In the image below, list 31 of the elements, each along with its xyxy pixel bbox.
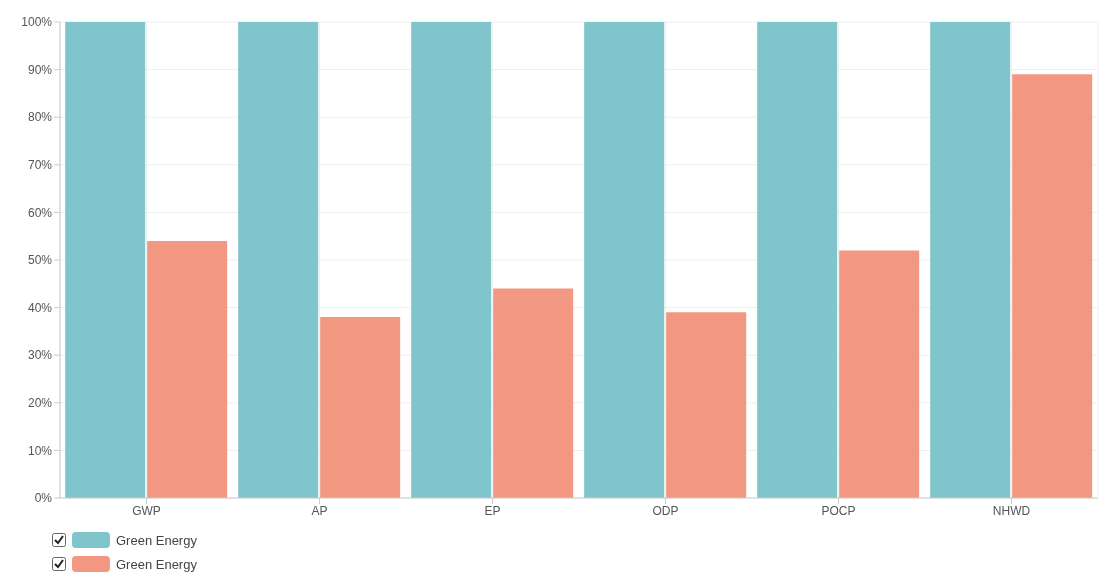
x-tick-label: POCP <box>821 503 856 518</box>
bar <box>238 22 319 498</box>
x-tick-label: NHWD <box>992 503 1031 518</box>
y-tick-label: 30% <box>27 348 53 363</box>
y-tick-label: 20% <box>27 396 53 411</box>
y-tick-label: 70% <box>27 158 53 173</box>
x-tick-label: AP <box>311 503 328 518</box>
x-tick-label: EP <box>484 503 501 518</box>
bar <box>147 240 228 498</box>
y-tick-label: 60% <box>27 205 53 220</box>
legend-label: Green Energy <box>116 556 197 572</box>
x-tick-label: ODP <box>652 503 679 518</box>
bar <box>411 22 492 498</box>
bar <box>839 250 920 498</box>
bar <box>757 22 838 498</box>
y-tick-label: 90% <box>27 62 53 77</box>
legend-label: Green Energy <box>116 532 197 548</box>
bar <box>320 317 401 498</box>
y-tick-label: 10% <box>27 443 53 458</box>
y-tick-label: 50% <box>27 253 53 268</box>
bar <box>65 22 146 498</box>
bar <box>584 22 665 498</box>
x-tick-label: GWP <box>132 503 161 518</box>
bar <box>1012 74 1093 498</box>
y-tick-label: 80% <box>27 110 53 125</box>
y-tick-label: 100% <box>21 15 53 30</box>
bar <box>930 22 1011 498</box>
bar <box>666 312 747 498</box>
bar <box>493 288 574 498</box>
y-tick-label: 0% <box>34 491 53 506</box>
y-tick-label: 40% <box>27 300 53 315</box>
